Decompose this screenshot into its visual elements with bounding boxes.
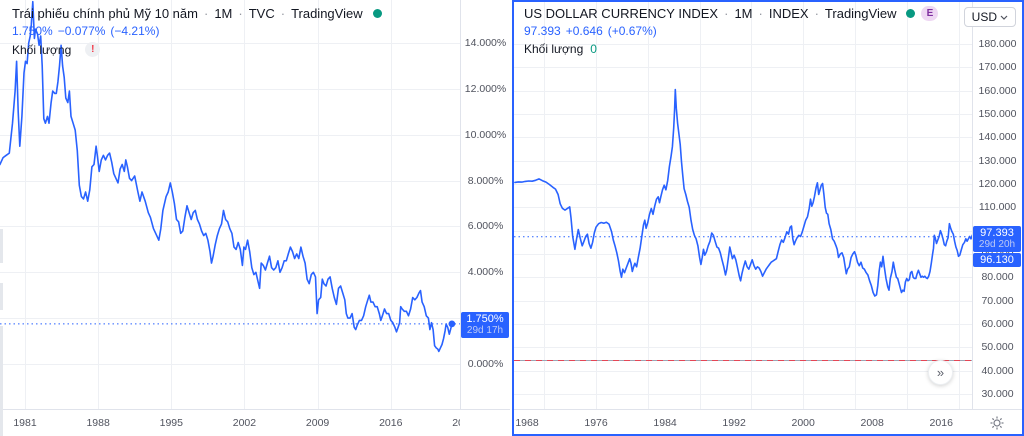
y-axis-label: 160.000 xyxy=(978,84,1017,97)
time-axis-dxy[interactable]: 1968 1976 1984 1992 2000 2008 2016 xyxy=(514,409,1022,434)
y-axis-label: 170.000 xyxy=(978,61,1017,74)
y-axis-label: 150.000 xyxy=(978,107,1017,120)
y-axis-label: 30.000 xyxy=(981,387,1014,400)
price-line-series xyxy=(0,0,453,353)
time-axis-us10y[interactable]: 1981 1988 1995 2002 2009 2016 2023 xyxy=(0,409,510,436)
x-axis-label: 2000 xyxy=(791,417,815,429)
chart-panel-dxy[interactable]: 180.000 170.000 160.000 150.000 140.000 130.0… xyxy=(512,0,1024,436)
y-axis-label: 10.000% xyxy=(464,128,507,141)
scroll-to-recent-button[interactable]: » xyxy=(928,360,953,385)
currency-unit-label: USD xyxy=(971,10,997,24)
y-axis-label: 4.000% xyxy=(467,266,504,279)
price-plot-us10y[interactable] xyxy=(0,0,460,409)
current-price-badge: 97.393 29d 20h xyxy=(973,226,1021,252)
y-axis-label: 6.000% xyxy=(467,220,504,233)
x-axis-label: 2002 xyxy=(232,417,257,429)
y-axis-label: 130.000 xyxy=(978,154,1017,167)
last-price-dot xyxy=(448,320,456,328)
x-axis-label: 1984 xyxy=(653,417,677,429)
y-axis-label: 80.000 xyxy=(981,271,1014,284)
y-axis-label: 140.000 xyxy=(978,131,1017,144)
current-price-badge: 1.750% 29d 17h xyxy=(461,312,509,338)
current-price: 1.750% xyxy=(466,313,504,325)
gear-icon xyxy=(990,416,1004,429)
price-axis-dxy[interactable]: 180.000 170.000 160.000 150.000 140.000 130.0… xyxy=(972,2,1022,409)
current-price: 97.393 xyxy=(980,227,1014,239)
x-axis-label: 1992 xyxy=(722,417,746,429)
price-axis-us10y[interactable]: 14.000% 12.000% 10.000% 8.000% 6.000% 4.000% 2… xyxy=(460,0,510,409)
left-scrollbar-segment[interactable] xyxy=(0,326,3,436)
bar-countdown: 29d 20h xyxy=(978,239,1016,250)
chart-settings-button[interactable] xyxy=(972,410,1022,434)
y-axis-label: 0.000% xyxy=(467,358,504,370)
y-axis-label: 110.000 xyxy=(978,201,1017,214)
y-axis-label: 180.000 xyxy=(978,38,1017,50)
y-axis-label: 60.000 xyxy=(981,317,1014,330)
x-axis-label: 1995 xyxy=(159,417,183,429)
bar-countdown: 29d 17h xyxy=(466,325,504,336)
left-scrollbar-segment[interactable] xyxy=(0,283,3,310)
y-axis-label: 12.000% xyxy=(464,82,507,95)
y-axis-label: 50.000 xyxy=(981,341,1014,354)
x-axis-label: 2009 xyxy=(305,417,330,429)
x-axis-label: 2008 xyxy=(860,417,884,429)
y-axis-label: 14.000% xyxy=(464,36,507,49)
chart-panel-us10y[interactable]: 14.000% 12.000% 10.000% 8.000% 6.000% 4.000% 2… xyxy=(0,0,510,436)
secondary-price: 96.130 xyxy=(980,254,1014,266)
x-axis-label: 1981 xyxy=(13,417,37,429)
y-axis-label: 40.000 xyxy=(981,364,1014,377)
x-axis-label: 1988 xyxy=(86,417,110,429)
x-axis-label: 2016 xyxy=(929,417,953,429)
x-axis-label: 2016 xyxy=(379,417,403,429)
x-axis-label: 1976 xyxy=(584,417,608,429)
x-axis-label: 2023 xyxy=(452,417,460,429)
double-chevron-right-icon: » xyxy=(936,365,945,380)
y-axis-label: 120.000 xyxy=(978,177,1017,190)
y-axis-label: 8.000% xyxy=(467,174,504,187)
chevron-down-icon xyxy=(1000,15,1008,20)
secondary-price-badge: 96.130 xyxy=(973,253,1021,267)
currency-unit-dropdown[interactable]: USD xyxy=(963,7,1016,27)
x-axis-label: 1968 xyxy=(515,417,539,429)
price-plot-dxy[interactable] xyxy=(514,2,972,409)
y-axis-label: 70.000 xyxy=(981,294,1014,307)
price-line-series xyxy=(514,88,972,297)
left-scrollbar-segment[interactable] xyxy=(0,229,3,263)
